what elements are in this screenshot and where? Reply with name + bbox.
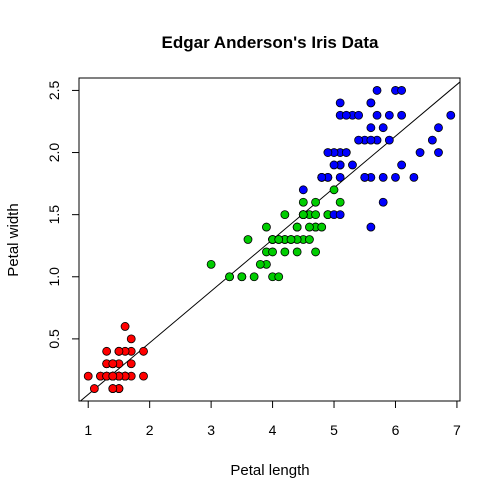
data-point-series-2 [329,185,339,195]
data-point-series-1 [108,371,118,381]
data-point-series-2 [268,247,277,257]
data-point-series-1 [139,371,148,381]
data-point-series-3 [446,110,456,120]
data-point-series-2 [311,210,320,220]
data-point-series-3 [397,160,407,170]
data-point-series-3 [329,160,339,170]
data-point-series-1 [114,346,124,356]
data-point-series-1 [83,371,93,381]
data-point-series-1 [126,359,136,369]
data-point-series-2 [255,259,265,269]
data-point-series-2 [305,222,314,232]
data-point-series-3 [384,135,394,145]
data-point-series-2 [274,272,284,282]
data-point-series-3 [372,86,382,95]
y-tick-label: 1.5 [46,205,62,225]
data-point-series-3 [366,123,376,133]
data-point-series-3 [384,110,394,120]
x-tick-label: 6 [392,422,400,438]
data-point-series-3 [323,148,333,157]
data-point-series-2 [305,235,314,244]
data-point-series-2 [280,210,290,220]
data-point-series-2 [243,235,253,244]
data-point-series-2 [292,222,302,232]
data-point-series-1 [108,384,118,393]
data-point-series-3 [366,222,376,232]
data-point-series-1 [89,384,99,393]
data-point-series-3 [434,123,443,133]
data-point-series-3 [360,172,370,182]
y-tick-label: 2.5 [46,80,62,100]
x-tick-label: 2 [146,422,154,438]
data-point-series-3 [335,172,345,182]
x-tick-label: 5 [330,422,338,438]
data-point-series-3 [354,135,364,145]
data-point-series-3 [372,110,382,120]
y-tick-label: 0.5 [46,329,62,349]
data-point-series-3 [298,185,308,195]
data-point-series-3 [366,135,376,145]
x-tick-label: 7 [453,422,461,438]
data-point-series-2 [298,197,308,207]
data-point-series-2 [237,272,247,282]
data-point-series-1 [126,334,136,344]
data-point-series-2 [206,259,216,269]
data-point-series-1 [120,322,130,331]
data-point-series-2 [274,235,284,244]
x-tick-label: 3 [207,422,215,438]
data-point-series-2 [298,210,308,220]
x-axis-label: Petal length [230,462,309,479]
data-point-series-2 [317,222,327,232]
points-layer [83,86,456,393]
data-point-series-2 [280,247,290,257]
axes-layer: 1 2 3 4 5 6 7 0.5 1.0 1.5 2.0 2.5 [46,80,461,438]
data-point-series-1 [102,346,112,356]
data-point-series-3 [409,172,419,182]
data-point-series-2 [286,235,296,244]
data-point-series-3 [378,123,388,133]
data-point-series-3 [427,135,437,145]
data-point-series-3 [391,172,400,182]
data-point-series-3 [341,110,351,120]
data-point-series-2 [311,247,320,257]
data-point-series-3 [335,98,345,108]
data-point-series-2 [262,222,271,232]
x-tick-label: 1 [84,422,92,438]
data-point-series-1 [139,346,148,356]
data-point-series-1 [108,359,118,369]
data-point-series-3 [317,172,327,182]
data-point-series-3 [397,86,407,95]
data-point-series-3 [335,210,345,220]
data-point-series-3 [354,110,364,120]
y-tick-label: 2.0 [46,143,62,163]
data-point-series-3 [378,172,388,182]
x-tick-label: 4 [269,422,277,438]
y-axis-label: Petal width [5,203,22,276]
data-point-series-2 [292,247,302,257]
data-point-series-2 [249,272,259,282]
data-point-series-3 [415,148,425,157]
data-point-series-2 [225,272,234,282]
data-point-series-3 [397,110,407,120]
data-point-series-2 [335,197,345,207]
data-point-series-3 [348,160,357,170]
plot-frame [78,77,461,402]
data-point-series-3 [341,148,351,157]
data-point-series-3 [366,98,376,108]
data-point-series-3 [378,197,388,207]
data-point-series-2 [311,197,320,207]
y-tick-label: 1.0 [46,267,62,287]
data-point-series-3 [434,148,443,157]
chart-title: Edgar Anderson's Iris Data [162,33,379,52]
